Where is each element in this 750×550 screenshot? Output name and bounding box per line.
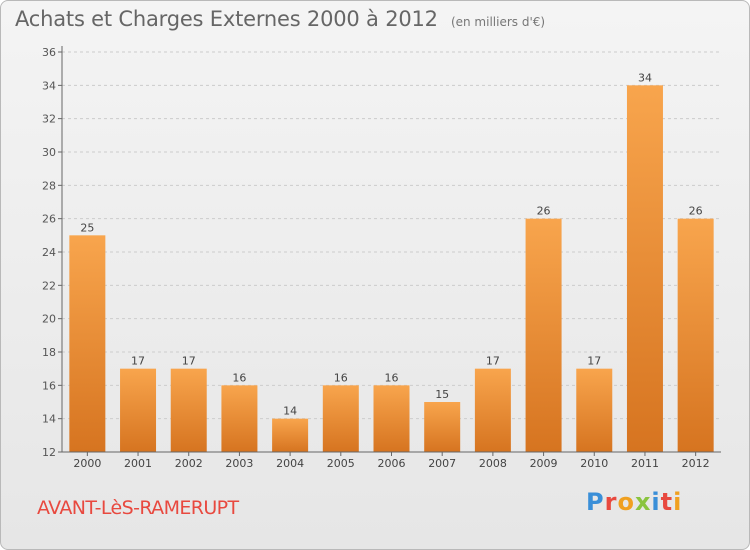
bar-2008 (474, 368, 511, 452)
bar-2001 (120, 368, 157, 452)
y-tick-label: 20 (42, 313, 56, 326)
y-tick-label: 18 (42, 346, 56, 359)
x-tick-label: 2004 (276, 457, 304, 470)
bar-2000 (69, 235, 106, 452)
logo-letter: P (586, 488, 605, 516)
bar-2007 (424, 402, 461, 452)
x-tick-label: 2011 (631, 457, 659, 470)
bar-2006 (373, 385, 410, 452)
data-label: 17 (131, 355, 145, 368)
data-label: 16 (385, 371, 399, 384)
data-label: 17 (182, 355, 196, 368)
logo-letter: i (673, 488, 683, 516)
bar-2004 (272, 418, 309, 452)
y-tick-label: 28 (42, 179, 56, 192)
data-label: 17 (587, 355, 601, 368)
logo-letter: o (617, 488, 635, 516)
data-label: 16 (232, 371, 246, 384)
y-tick-label: 26 (42, 213, 56, 226)
logo-letter: i (651, 488, 661, 516)
x-tick-label: 2012 (682, 457, 710, 470)
grid-lines (62, 51, 721, 420)
x-tick-label: 2009 (530, 457, 558, 470)
y-tick-label: 12 (42, 446, 56, 459)
y-tick-label: 14 (42, 413, 56, 426)
bar-2009 (525, 218, 562, 452)
x-tick-label: 2000 (73, 457, 101, 470)
bar-2010 (576, 368, 613, 452)
chart-subtitle: (en milliers d'€) (450, 15, 546, 29)
y-tick-label: 32 (42, 113, 56, 126)
data-label: 15 (435, 388, 449, 401)
bar-2011 (626, 85, 663, 452)
x-tick-label: 2006 (378, 457, 406, 470)
data-label: 17 (486, 355, 500, 368)
data-label: 34 (638, 71, 652, 84)
data-label: 16 (334, 371, 348, 384)
logo-letter: x (634, 488, 652, 516)
data-label: 26 (537, 205, 551, 218)
x-tick-label: 2002 (175, 457, 203, 470)
bar-2003 (221, 385, 258, 452)
chart-title: Achats et Charges Externes 2000 à 2012 (15, 7, 438, 31)
y-tick-label: 36 (42, 46, 56, 59)
y-tick-label: 16 (42, 379, 56, 392)
commune-name: AVANT-LèS-RAMERUPT (37, 497, 239, 519)
axes: 12 14 16 18 20 22 24 26 28 30 32 34 36 2000 2001 2002 20… (42, 46, 721, 470)
bar-2005 (322, 385, 359, 452)
y-tick-label: 22 (42, 279, 56, 292)
y-tick-label: 24 (42, 246, 56, 259)
x-tick-label: 2010 (580, 457, 608, 470)
logo-letter: t (660, 488, 674, 516)
bar-2002 (170, 368, 207, 452)
logo-letter: r (604, 488, 618, 516)
y-tick-label: 34 (42, 79, 56, 92)
x-tick-label: 2007 (428, 457, 456, 470)
x-tick-label: 2003 (225, 457, 253, 470)
bar-2012 (677, 218, 714, 452)
bars: 25 17 17 16 14 16 16 15 17 26 17 34 26 (69, 71, 714, 452)
proxiti-logo: Proxiti (586, 488, 682, 516)
x-tick-label: 2005 (327, 457, 355, 470)
data-label: 14 (283, 405, 297, 418)
chart-title-block: Achats et Charges Externes 2000 à 2012 (… (15, 7, 545, 31)
data-label: 25 (80, 221, 94, 234)
x-tick-label: 2001 (124, 457, 152, 470)
data-label: 26 (689, 205, 703, 218)
y-tick-label: 30 (42, 146, 56, 159)
x-tick-label: 2008 (479, 457, 507, 470)
